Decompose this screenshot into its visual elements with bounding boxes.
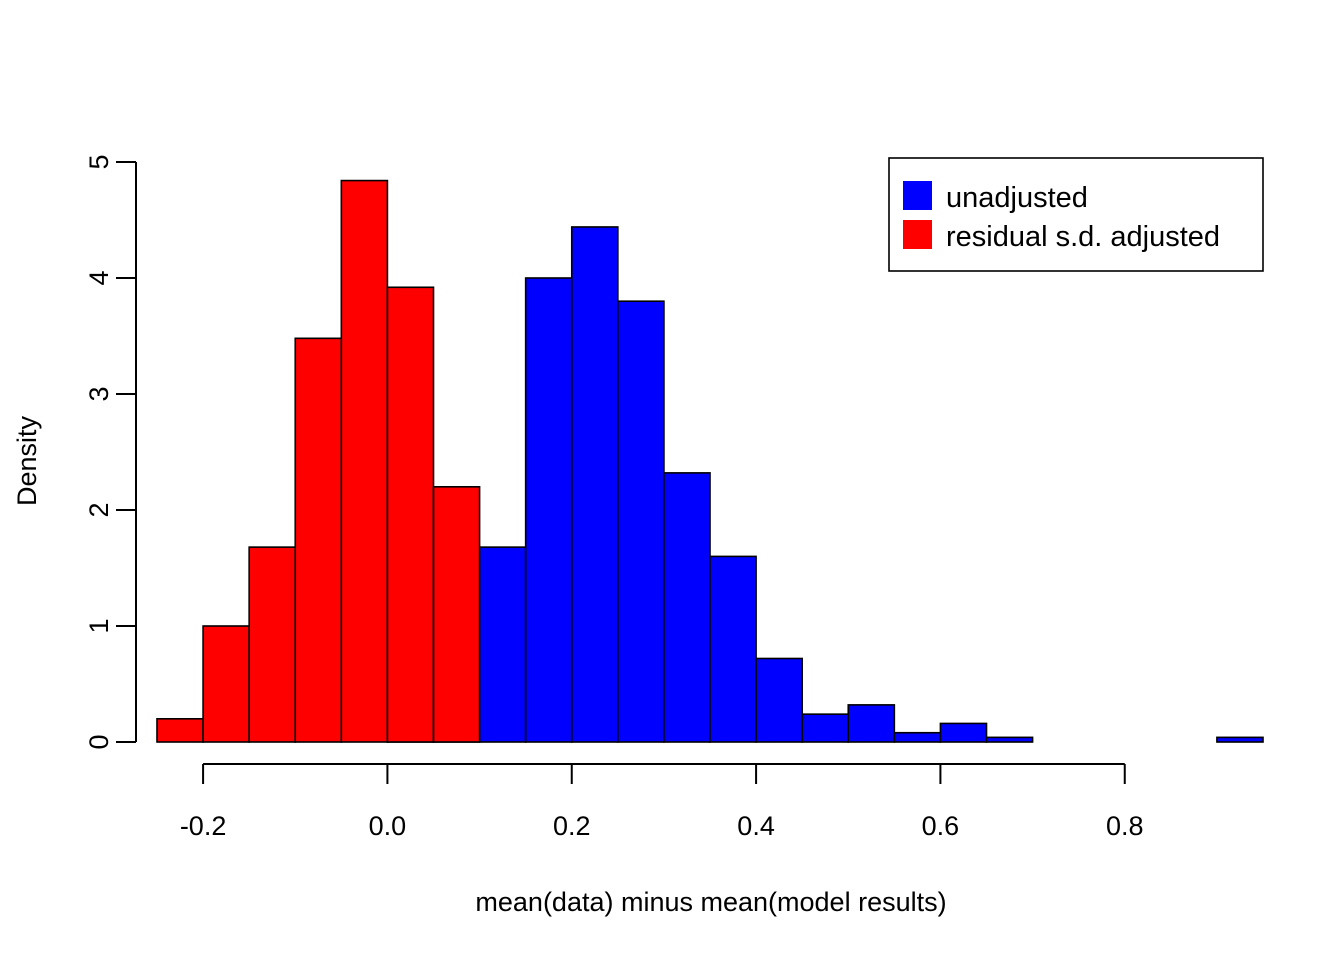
bar-unadjusted-6 [663,472,711,743]
x-tick-label: 0.0 [369,811,407,841]
axes-layer [135,162,1125,765]
bar-unadjusted-4 [570,226,619,743]
bar-unadjusted-3 [524,277,573,743]
y-tick-label: 2 [84,502,114,517]
y-tick-label: 4 [84,270,114,285]
x-tick-label: 0.8 [1106,811,1144,841]
x-tick-label: 0.4 [737,811,775,841]
y-tick-label: 3 [84,386,114,401]
bar-residual-s-d-adjusted-3 [294,337,343,743]
legend-label-residual-adjusted: residual s.d. adjusted [946,221,1220,253]
legend-label-unadjusted: unadjusted [946,182,1088,214]
legend: unadjusted residual s.d. adjusted [888,157,1264,272]
x-tick-label: 0.6 [922,811,960,841]
y-axis-title: Density [12,415,42,506]
legend-swatch-residual-adjusted [903,220,932,249]
y-tick-label: 0 [84,734,114,749]
y-tick-label: 5 [84,154,114,169]
bar-unadjusted-18 [1216,736,1264,743]
legend-box [888,157,1264,272]
bar-unadjusted-8 [755,657,803,743]
bar-residual-s-d-adjusted-0 [156,717,204,743]
bar-unadjusted-10 [847,704,896,743]
x-axis-title: mean(data) minus mean(model results) [475,887,946,917]
bar-unadjusted-2 [478,546,527,743]
bar-residual-s-d-adjusted-6 [432,485,481,743]
ticks-layer: 0 1 2 3 4 5 -0.2 0.0 0.2 0.4 0.6 0.8 [84,154,1144,841]
x-tick-label: 0.2 [553,811,591,841]
bar-residual-s-d-adjusted-1 [202,625,250,743]
y-tick-label: 1 [84,618,114,633]
legend-swatch-unadjusted [903,181,932,210]
bar-residual-s-d-adjusted-2 [248,546,297,743]
bar-unadjusted-12 [939,722,988,743]
bar-residual-s-d-adjusted-5 [386,286,435,743]
bar-unadjusted-7 [709,555,757,743]
bar-unadjusted-9 [801,713,850,743]
bar-unadjusted-11 [893,731,942,743]
bar-residual-s-d-adjusted-4 [340,179,389,743]
bar-unadjusted-5 [617,300,665,743]
x-tick-label: -0.2 [180,811,227,841]
bars-layer [156,179,1264,743]
bar-unadjusted-13 [985,736,1034,743]
